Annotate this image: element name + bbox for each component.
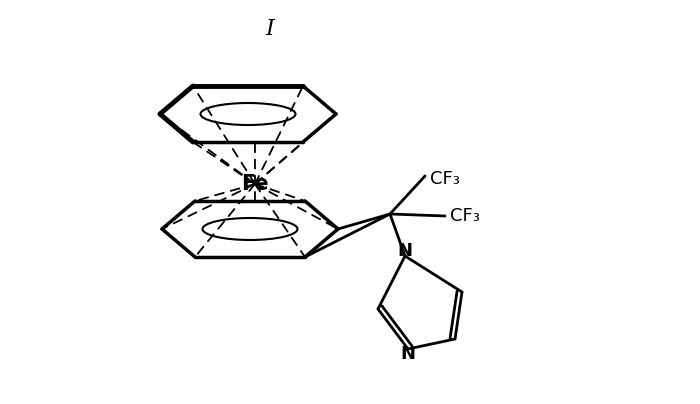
Text: CF₃: CF₃ bbox=[450, 207, 480, 225]
Text: Fe: Fe bbox=[241, 174, 269, 194]
Text: N: N bbox=[400, 345, 416, 363]
Text: I: I bbox=[265, 18, 274, 40]
Text: CF₃: CF₃ bbox=[430, 170, 460, 188]
Text: N: N bbox=[398, 242, 412, 260]
